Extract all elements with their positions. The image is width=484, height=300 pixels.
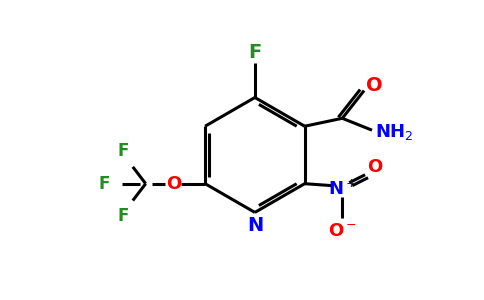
Text: O: O — [366, 76, 382, 95]
Text: O: O — [166, 175, 181, 193]
Text: N: N — [247, 216, 263, 235]
Text: F: F — [117, 207, 129, 225]
Text: F: F — [248, 44, 261, 62]
Text: O: O — [367, 158, 383, 176]
Text: F: F — [98, 175, 110, 193]
Text: NH$_2$: NH$_2$ — [375, 122, 413, 142]
Text: F: F — [117, 142, 129, 160]
Text: N$^+$: N$^+$ — [328, 179, 357, 198]
Text: O$^-$: O$^-$ — [328, 222, 357, 240]
